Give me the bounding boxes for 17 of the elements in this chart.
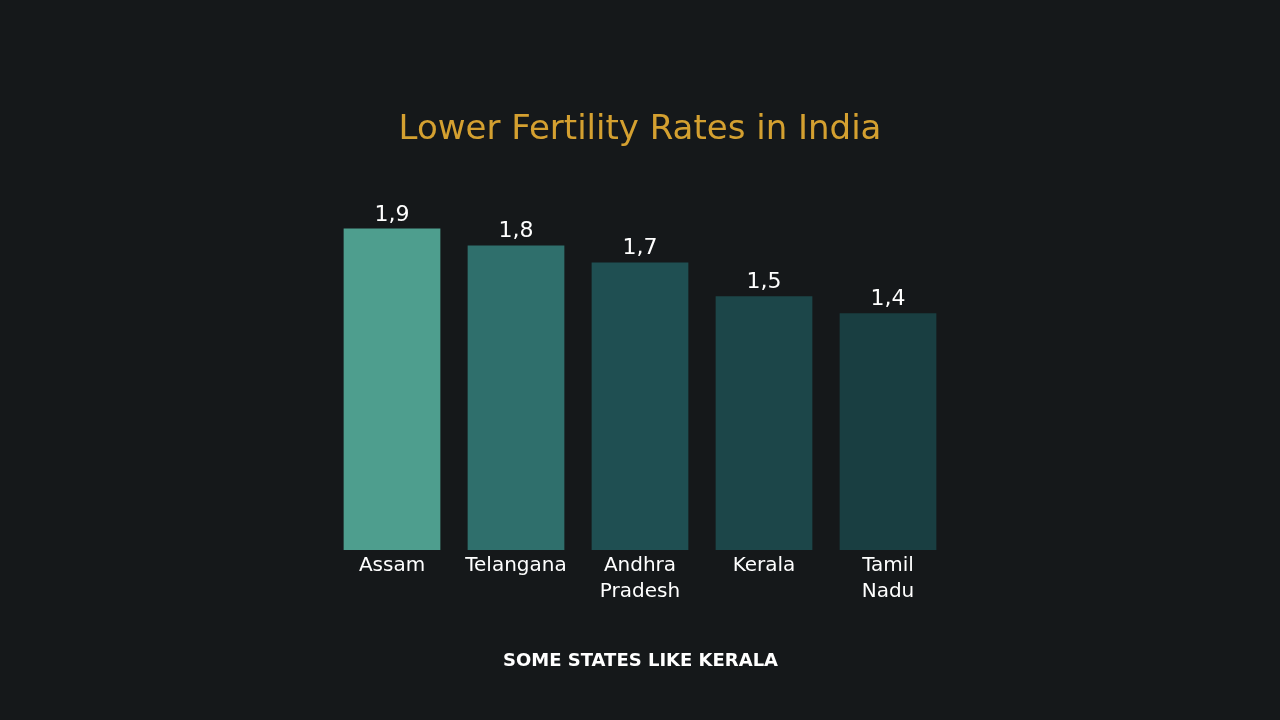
bar [467,245,565,550]
data-label: 1,4 [870,285,906,311]
chart-title: Lower Fertility Rates in India [398,107,882,147]
data-label: 1,8 [498,217,534,243]
bar [591,262,689,550]
x-tick-label: Andhra Pradesh [599,552,681,602]
bar [343,228,441,550]
x-tick-label: Telangana [464,552,567,576]
text: SOME STATES LIKE KERALA [503,649,779,670]
data-label: 1,5 [746,268,782,294]
x-tick-label: Tamil Nadu [861,552,915,602]
x-tick-label: Assam [358,552,426,576]
bar [839,313,937,550]
data-label: 1,9 [374,200,410,226]
x-tick-label: Kerala [732,552,796,576]
data-label: 1,7 [622,234,658,260]
bar [715,296,813,550]
